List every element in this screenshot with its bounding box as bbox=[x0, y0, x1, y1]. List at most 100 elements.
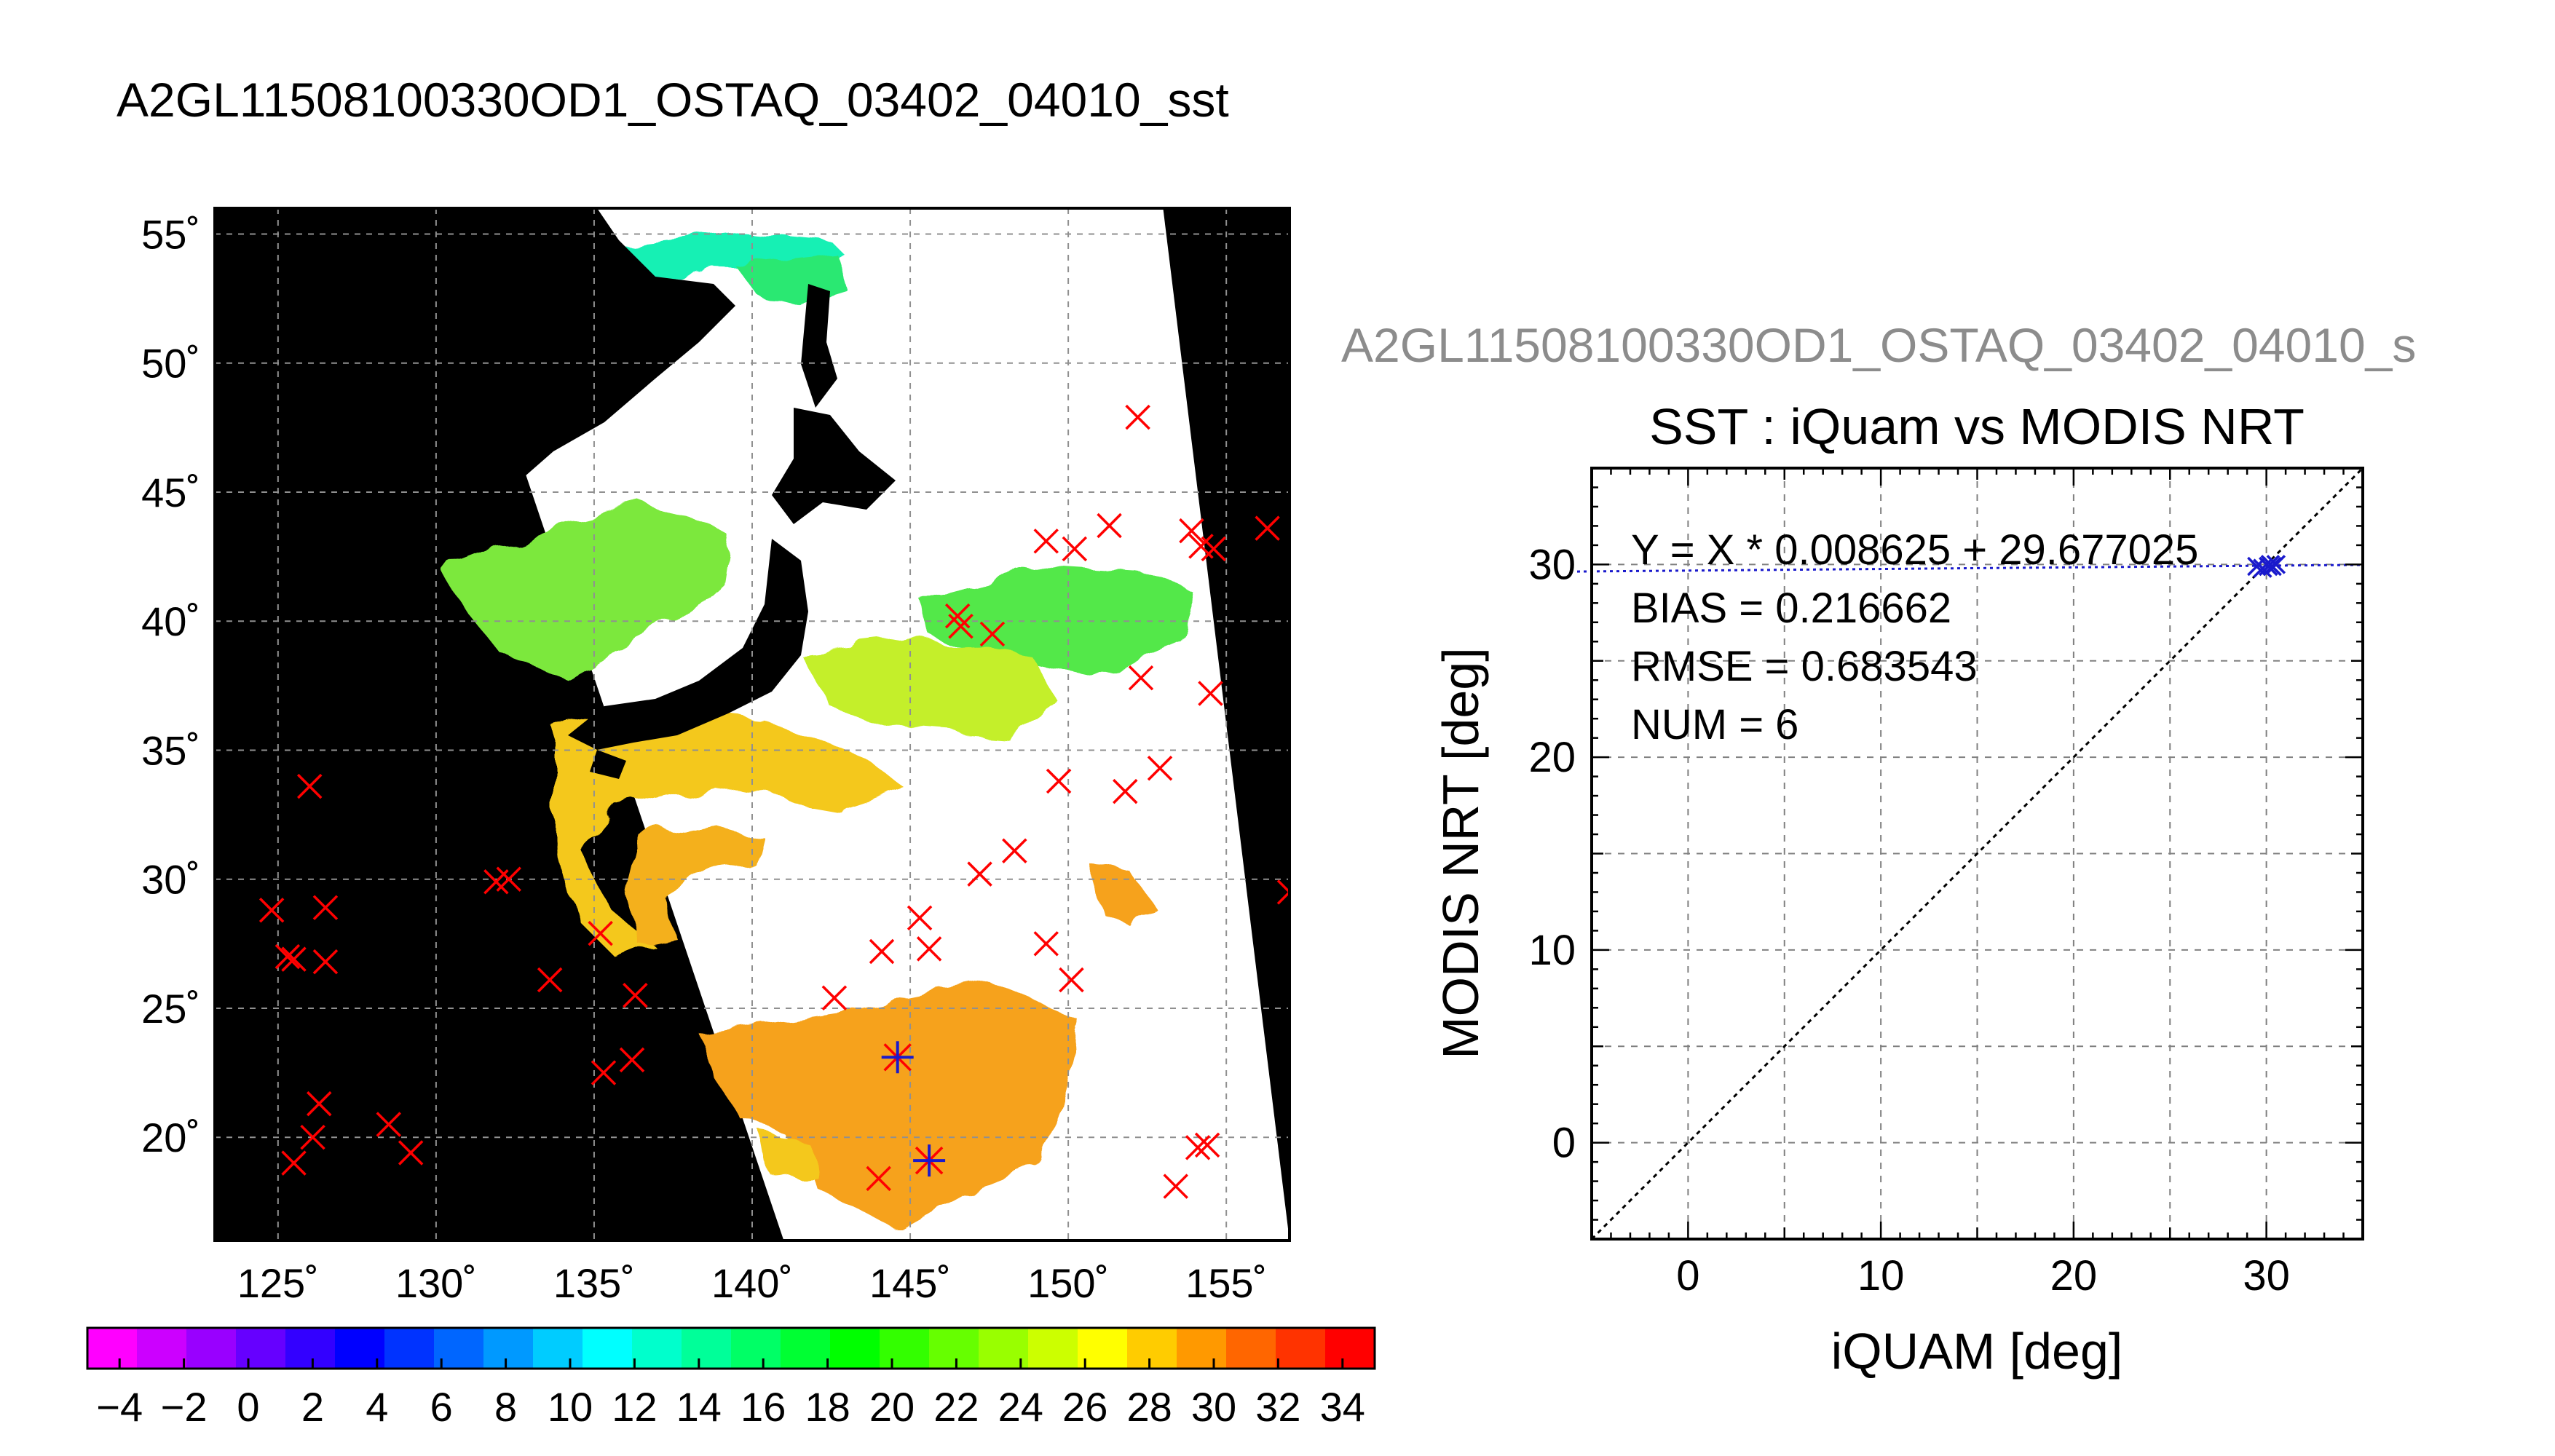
land-honshu bbox=[568, 539, 808, 750]
map-title: A2GL11508100330OD1_OSTAQ_03402_04010_sst bbox=[117, 73, 1229, 127]
map-iquam-points bbox=[258, 404, 1290, 1199]
colorbar-tick-labels: −4 −2 0 2 4 6 8 10 12 14 16 18 20 22 24 26 28 30 32 34 bbox=[96, 1384, 1365, 1430]
land-kyushu bbox=[590, 750, 626, 779]
sst-kuril-green bbox=[917, 568, 1194, 677]
map-iquam-point bbox=[1128, 665, 1154, 691]
map-iquam-point bbox=[1062, 536, 1088, 562]
map-iquam-point bbox=[307, 1091, 332, 1117]
map-lon-label: 125˚ bbox=[237, 1260, 319, 1306]
y-tick-label: 0 bbox=[1552, 1120, 1576, 1167]
colorbar-tick-label: 28 bbox=[1126, 1384, 1172, 1430]
plot-gridlines bbox=[1592, 468, 2363, 1239]
fit-stat-line: BIAS = 0.216662 bbox=[1631, 585, 1951, 632]
colorbar-tick-label: 16 bbox=[741, 1384, 786, 1430]
map-lon-label: 130˚ bbox=[395, 1260, 477, 1306]
colorbar-tick-label: 26 bbox=[1062, 1384, 1107, 1430]
sst-north-patch bbox=[765, 1136, 812, 1176]
map-iquam-point bbox=[944, 603, 971, 629]
sst-loop bbox=[626, 823, 765, 946]
colorbar-cell bbox=[1325, 1328, 1375, 1369]
scatter-supertitle: A2GL11508100330OD1_OSTAQ_03402_04010_s bbox=[1341, 318, 2416, 372]
colorbar: −4 −2 0 2 4 6 8 10 12 14 16 18 20 22 24 26 28 30 32 34 bbox=[86, 1326, 1376, 1430]
sst-east-patch bbox=[1092, 866, 1158, 932]
map-gridlines bbox=[215, 208, 1290, 1241]
map-iquam-point bbox=[1033, 931, 1059, 957]
colorbar-cell bbox=[1127, 1328, 1177, 1369]
colorbar-cell bbox=[632, 1328, 682, 1369]
satellite-swath bbox=[435, 208, 1290, 1241]
map-lat-label: 50˚ bbox=[141, 341, 200, 387]
one-to-one-line bbox=[1592, 468, 2363, 1239]
map-iquam-point bbox=[907, 905, 933, 931]
colorbar-tick-label: −4 bbox=[96, 1384, 143, 1430]
colorbar-tick-label: 4 bbox=[366, 1384, 388, 1430]
colorbar-tick-label: 32 bbox=[1255, 1384, 1300, 1430]
x-tick-label: 20 bbox=[2050, 1252, 2098, 1299]
chart-title: SST : iQuam vs MODIS NRT bbox=[1649, 398, 2305, 455]
sst-okhotsk-cyan bbox=[597, 232, 845, 285]
map-lon-label: 155˚ bbox=[1185, 1260, 1267, 1306]
map-iquam-point bbox=[258, 898, 285, 923]
colorbar-cell bbox=[1028, 1328, 1078, 1369]
colorbar-cell bbox=[682, 1328, 732, 1369]
map-iquam-point bbox=[869, 938, 895, 965]
map-iquam-point bbox=[916, 936, 942, 962]
map-iquam-matched-point bbox=[913, 1144, 946, 1177]
fit-stat-line: Y = X * 0.008625 + 29.677025 bbox=[1631, 526, 2198, 574]
colorbar-tick-label: 34 bbox=[1320, 1384, 1365, 1430]
colorbar-tick-label: 6 bbox=[430, 1384, 453, 1430]
map-iquam-point bbox=[312, 895, 339, 920]
map-lon-label: 150˚ bbox=[1027, 1260, 1109, 1306]
map-iquam-point bbox=[1147, 756, 1173, 781]
map-iquam-point bbox=[1255, 515, 1280, 541]
map-lon-label: 135˚ bbox=[553, 1260, 635, 1306]
map-iquam-point bbox=[312, 949, 339, 975]
colorbar-tick-label: 22 bbox=[933, 1384, 979, 1430]
colorbar-cell bbox=[137, 1328, 187, 1369]
map-iquam-point bbox=[967, 861, 992, 887]
map-iquam-point bbox=[281, 946, 307, 972]
map-iquam-point bbox=[1163, 1174, 1188, 1199]
colorbar-frame bbox=[86, 1326, 1376, 1370]
x-tick-label: 30 bbox=[2243, 1252, 2290, 1299]
map-iquam-point bbox=[1179, 518, 1204, 544]
colorbar-tick-label: 8 bbox=[494, 1384, 517, 1430]
colorbar-tick-label: 20 bbox=[869, 1384, 915, 1430]
map-iquam-point bbox=[588, 920, 613, 946]
sst-kuroshio-band bbox=[553, 710, 903, 961]
map-iquam-point bbox=[866, 1166, 891, 1192]
map-iquam-point bbox=[275, 943, 301, 970]
colorbar-cell bbox=[1177, 1328, 1227, 1369]
map-iquam-point bbox=[591, 1060, 617, 1085]
colorbar-cell bbox=[533, 1328, 583, 1369]
colorbar-tick-label: −2 bbox=[161, 1384, 208, 1430]
map-latitude-labels: 55˚ 50˚ 45˚ 40˚ 35˚ 30˚ 25˚ 20˚ bbox=[141, 211, 200, 1160]
colorbar-cell bbox=[1276, 1328, 1326, 1369]
map-lat-label: 20˚ bbox=[141, 1115, 200, 1160]
x-tick-label: 0 bbox=[1676, 1252, 1699, 1299]
map-lat-label: 55˚ bbox=[141, 211, 200, 257]
map-iquam-point bbox=[1125, 404, 1150, 430]
map-iquam-point bbox=[398, 1140, 424, 1166]
map-iquam-point bbox=[496, 866, 521, 892]
colorbar-cell bbox=[186, 1328, 237, 1369]
map-iquam-point bbox=[1033, 529, 1059, 554]
scatter-chart: 0 10 20 30 0 10 20 30 Y = X * 0.008625 + 29.67… bbox=[1432, 467, 2364, 1380]
map-iquam-point bbox=[1276, 879, 1290, 905]
colorbar-cell bbox=[731, 1328, 781, 1369]
colorbar-tick-label: 2 bbox=[301, 1384, 324, 1430]
map-frame bbox=[213, 207, 1291, 1242]
land-korea-china bbox=[215, 208, 735, 568]
map-iquam-point bbox=[979, 621, 1006, 647]
x-tick-label: 10 bbox=[1857, 1252, 1905, 1299]
colorbar-cell bbox=[781, 1328, 831, 1369]
map-iquam-point bbox=[300, 1124, 325, 1150]
map-iquam-point bbox=[1113, 778, 1138, 804]
colorbar-cell bbox=[830, 1328, 880, 1369]
sst-mid-yellowgreen bbox=[801, 641, 1056, 735]
colorbar-cells bbox=[87, 1328, 1375, 1369]
colorbar-cell bbox=[87, 1328, 138, 1369]
map-lon-label: 145˚ bbox=[869, 1260, 951, 1306]
map-lat-label: 30˚ bbox=[141, 857, 200, 903]
map-lat-label: 35˚ bbox=[141, 727, 200, 773]
